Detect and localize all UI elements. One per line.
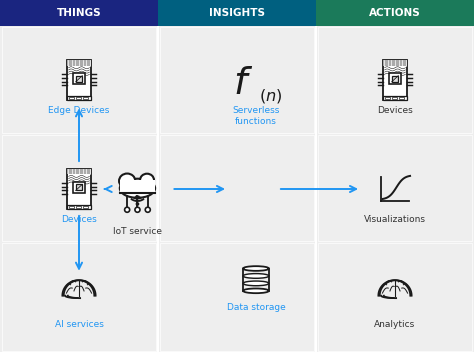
Bar: [73, 182, 85, 193]
Bar: [2, 243, 156, 351]
Text: IoT service: IoT service: [113, 227, 162, 236]
Text: INSIGHTS: INSIGHTS: [209, 8, 265, 18]
Bar: [2, 27, 156, 133]
Ellipse shape: [119, 174, 135, 188]
Bar: [316, 0, 474, 26]
Bar: [160, 135, 314, 241]
Text: Edge Devices: Edge Devices: [48, 106, 109, 115]
Circle shape: [145, 207, 150, 212]
Bar: [399, 98, 404, 99]
Bar: [76, 98, 81, 99]
Bar: [120, 180, 155, 193]
Bar: [76, 184, 82, 190]
Bar: [385, 98, 390, 99]
Ellipse shape: [243, 281, 269, 286]
Ellipse shape: [140, 174, 154, 187]
Ellipse shape: [243, 274, 269, 278]
Text: ACTIONS: ACTIONS: [369, 8, 421, 18]
Text: Analytics: Analytics: [374, 320, 416, 329]
Bar: [69, 98, 74, 99]
Bar: [158, 0, 316, 26]
Bar: [160, 243, 314, 351]
Text: Devices: Devices: [61, 215, 97, 224]
Bar: [83, 98, 88, 99]
Bar: [76, 206, 81, 208]
Bar: [73, 73, 85, 84]
Bar: [67, 60, 91, 65]
Bar: [383, 60, 407, 100]
Bar: [67, 60, 91, 100]
Text: Data storage: Data storage: [227, 303, 285, 312]
Circle shape: [137, 203, 138, 205]
Bar: [392, 76, 398, 82]
Bar: [383, 96, 407, 100]
Bar: [67, 169, 91, 174]
Bar: [318, 243, 472, 351]
Bar: [158, 26, 316, 352]
Circle shape: [125, 207, 130, 212]
Text: $f$: $f$: [233, 66, 253, 102]
Bar: [0, 0, 158, 26]
Bar: [67, 205, 91, 209]
Bar: [383, 60, 407, 65]
Bar: [316, 26, 474, 352]
Ellipse shape: [243, 289, 269, 293]
Bar: [392, 98, 397, 99]
Text: AI services: AI services: [55, 320, 103, 329]
Bar: [76, 76, 82, 82]
Bar: [67, 169, 91, 209]
Text: $(n)$: $(n)$: [259, 87, 283, 105]
Bar: [83, 206, 88, 208]
Bar: [318, 135, 472, 241]
Text: THINGS: THINGS: [57, 8, 101, 18]
Text: Devices: Devices: [377, 106, 413, 115]
Bar: [389, 73, 401, 84]
Ellipse shape: [243, 266, 269, 271]
Bar: [2, 135, 156, 241]
Ellipse shape: [120, 179, 155, 198]
Bar: [0, 26, 158, 352]
Text: Serverless
functions: Serverless functions: [232, 106, 280, 126]
Bar: [69, 206, 74, 208]
Circle shape: [135, 207, 140, 212]
Bar: [318, 27, 472, 133]
Bar: [67, 96, 91, 100]
Bar: [160, 27, 314, 133]
Text: Visualizations: Visualizations: [364, 215, 426, 224]
